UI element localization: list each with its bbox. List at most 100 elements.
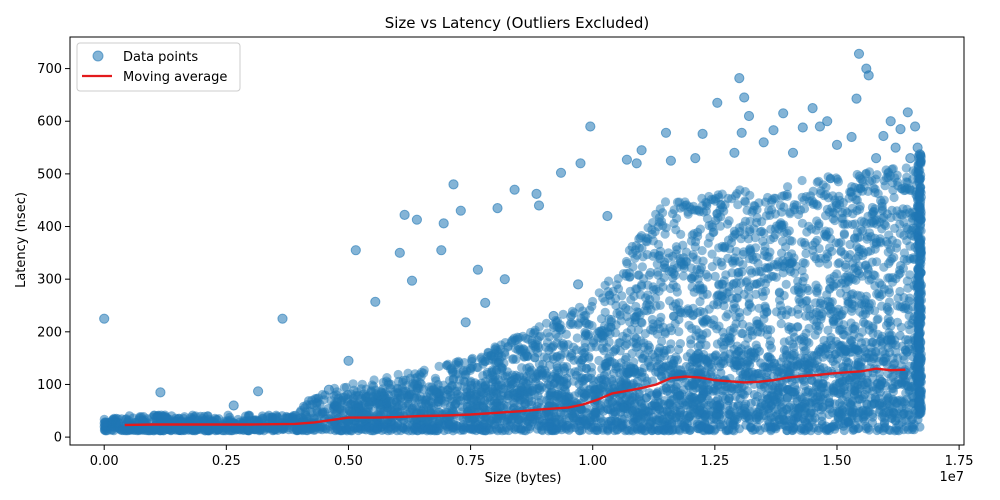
cloud-point — [578, 306, 588, 316]
cloud-point — [872, 315, 882, 325]
cloud-point — [520, 398, 531, 408]
cloud-point — [870, 244, 880, 254]
cloud-point — [708, 195, 719, 205]
cloud-point — [401, 401, 411, 411]
cloud-point — [719, 351, 730, 361]
cloud-point — [659, 273, 669, 283]
cloud-point — [697, 246, 707, 256]
cloud-point — [740, 197, 751, 207]
cloud-point — [864, 275, 874, 285]
cloud-point — [603, 398, 613, 408]
cloud-point — [817, 342, 828, 352]
cloud-point — [853, 360, 863, 370]
cloud-point — [847, 306, 857, 316]
cloud-point — [801, 248, 811, 259]
cloud-point — [669, 268, 679, 279]
cloud-point — [630, 253, 640, 263]
cloud-point — [854, 332, 864, 342]
cloud-point — [510, 343, 520, 353]
cloud-point — [770, 224, 780, 234]
cloud-point — [760, 246, 770, 256]
cloud-point — [187, 425, 197, 435]
cloud-point — [574, 388, 584, 398]
cloud-point — [742, 276, 752, 286]
cloud-point — [624, 367, 634, 377]
cloud-point — [854, 423, 864, 433]
cloud-point — [767, 271, 777, 281]
cloud-point — [860, 261, 871, 271]
cloud-point — [877, 198, 887, 208]
cloud-point — [671, 282, 681, 292]
cloud-point — [689, 287, 699, 297]
cloud-point — [682, 200, 692, 210]
cloud-point — [412, 372, 422, 382]
cloud-point — [745, 247, 756, 257]
cloud-point — [678, 271, 689, 281]
cloud-point — [465, 400, 475, 410]
cloud-point — [903, 177, 913, 188]
cloud-point — [433, 397, 443, 407]
cloud-point — [524, 424, 534, 434]
cloud-point — [434, 361, 444, 371]
cloud-point — [843, 253, 853, 263]
cloud-point — [682, 410, 692, 420]
cloud-point — [619, 375, 629, 385]
cloud-point — [660, 229, 670, 239]
cloud-point — [771, 395, 781, 405]
cloud-point — [835, 398, 845, 408]
cloud-point — [836, 237, 846, 247]
cloud-point — [418, 404, 428, 414]
cloud-point — [683, 304, 693, 314]
cloud-point — [884, 425, 894, 435]
cloud-point — [805, 304, 815, 314]
cloud-point — [839, 425, 849, 436]
cloud-point — [711, 215, 721, 225]
cloud-point — [556, 350, 566, 360]
cloud-point — [875, 381, 886, 391]
cloud-point — [724, 393, 734, 403]
cloud-point — [848, 324, 858, 334]
cloud-point — [292, 423, 302, 433]
cloud-point — [821, 211, 831, 221]
cloud-point — [163, 414, 173, 424]
cloud-point — [575, 426, 585, 436]
cloud-point — [605, 290, 615, 300]
cloud-point — [537, 382, 547, 392]
cloud-point — [577, 362, 587, 372]
cloud-point — [175, 425, 185, 435]
cloud-point — [600, 307, 610, 317]
cloud-point — [709, 300, 719, 310]
cloud-point — [836, 246, 846, 256]
cloud-point — [729, 323, 739, 333]
cloud-point — [763, 352, 773, 362]
cloud-point — [600, 328, 610, 338]
cloud-point — [713, 290, 723, 300]
cloud-point — [265, 423, 275, 433]
cloud-point — [725, 244, 735, 254]
cloud-point — [381, 376, 392, 386]
cloud-point — [899, 217, 909, 227]
cloud-point — [695, 423, 705, 433]
cloud-point — [695, 265, 705, 275]
cloud-point — [371, 389, 381, 399]
cloud-point — [408, 407, 419, 417]
cloud-point — [752, 327, 763, 337]
cloud-point — [828, 356, 838, 366]
cloud-point — [752, 391, 763, 402]
cloud-point — [458, 367, 469, 377]
cloud-point — [717, 241, 727, 251]
cloud-point — [870, 346, 881, 356]
cloud-point — [765, 262, 775, 272]
cloud-point — [703, 238, 713, 248]
cloud-point — [830, 195, 840, 205]
cloud-point — [459, 425, 469, 435]
cloud-point — [752, 316, 762, 326]
cloud-point — [756, 266, 766, 277]
cloud-point — [903, 339, 914, 349]
cloud-point — [688, 310, 699, 320]
cloud-point — [827, 246, 837, 256]
cloud-point — [760, 197, 771, 207]
cloud-point — [853, 394, 864, 404]
cloud-point — [328, 419, 338, 429]
cloud-point — [637, 372, 647, 382]
